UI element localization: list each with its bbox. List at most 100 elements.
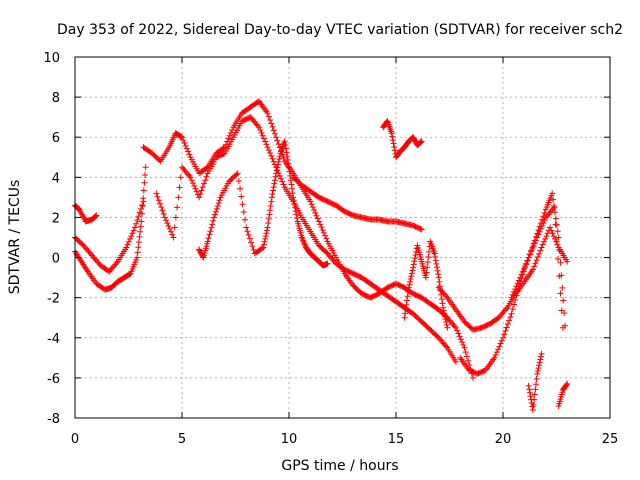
y-tick-label: 4 — [52, 171, 60, 186]
data-point-s12 — [549, 190, 556, 197]
data-point-s6 — [269, 190, 276, 197]
data-point-s6 — [301, 241, 308, 248]
data-point-s6 — [260, 244, 267, 251]
data-point-s6 — [298, 234, 305, 241]
data-point-s12 — [515, 277, 522, 284]
data-point-s9 — [433, 264, 440, 271]
data-point-s2 — [133, 220, 140, 227]
data-point-s12 — [551, 209, 558, 216]
data-point-s9 — [404, 297, 411, 304]
data-point-s9 — [410, 264, 417, 271]
data-point-s11 — [513, 292, 520, 299]
data-point-s11 — [557, 290, 564, 297]
data-point-s10 — [549, 230, 556, 237]
data-point-s1 — [141, 179, 148, 186]
data-point-s5 — [197, 190, 204, 197]
x-tick-label: 0 — [71, 432, 79, 447]
data-point-s6 — [276, 155, 283, 162]
data-point-s4 — [454, 327, 461, 334]
data-point-s6 — [292, 204, 299, 211]
data-point-s10 — [532, 260, 539, 267]
data-point-s12 — [508, 294, 515, 301]
data-point-s5 — [202, 177, 209, 184]
data-point-s6 — [211, 214, 218, 221]
data-point-s1 — [134, 249, 141, 256]
data-point-s12 — [518, 271, 525, 278]
data-point-s4 — [307, 198, 314, 205]
data-point-s11 — [507, 314, 514, 321]
data-point-s10 — [547, 224, 554, 231]
data-point-s9 — [401, 314, 408, 321]
data-point-s6 — [248, 239, 255, 246]
data-point-s11 — [492, 351, 499, 358]
data-point-s6 — [238, 193, 245, 200]
data-point-s6 — [288, 181, 295, 188]
data-point-s12 — [533, 233, 540, 240]
data-point-s12 — [562, 322, 569, 329]
data-point-s11 — [511, 301, 518, 308]
data-point-s4 — [271, 130, 278, 137]
data-point-s13 — [537, 356, 544, 363]
data-point-s13 — [533, 376, 540, 383]
data-point-s4 — [319, 227, 326, 234]
data-point-s12 — [551, 202, 558, 209]
data-point-s8 — [390, 140, 397, 147]
data-point-s5 — [201, 180, 208, 187]
data-point-s4 — [451, 323, 458, 330]
data-point-s6 — [287, 172, 294, 179]
data-point-s6 — [267, 207, 274, 214]
data-point-s5 — [160, 211, 167, 218]
data-point-s6 — [273, 170, 280, 177]
data-point-s6 — [324, 260, 331, 267]
data-point-s3 — [93, 212, 100, 219]
data-point-s13 — [536, 359, 543, 366]
data-point-s9 — [405, 284, 412, 291]
data-point-s4 — [180, 137, 187, 144]
data-point-s13 — [537, 353, 544, 360]
data-point-s2 — [128, 233, 135, 240]
data-point-s4 — [315, 218, 322, 225]
data-point-s11 — [491, 354, 498, 361]
data-point-s9 — [443, 319, 450, 326]
data-point-s5 — [192, 185, 199, 192]
data-point-s12 — [560, 297, 567, 304]
data-point-s4 — [314, 215, 321, 222]
data-point-s9 — [411, 255, 418, 262]
data-point-s11 — [509, 306, 516, 313]
data-point-s6 — [267, 202, 274, 209]
data-point-s12 — [520, 266, 527, 273]
data-point-s6 — [293, 215, 300, 222]
grid-lines — [75, 57, 610, 418]
data-point-s10 — [543, 233, 550, 240]
data-point-s10 — [550, 233, 557, 240]
data-point-s10 — [542, 235, 549, 242]
data-point-s11 — [504, 321, 511, 328]
data-point-s4 — [308, 201, 315, 208]
data-point-s4 — [179, 134, 185, 141]
data-point-s4 — [264, 110, 271, 117]
data-point-s10 — [443, 293, 450, 300]
data-point-s4 — [463, 353, 470, 360]
data-point-s4 — [181, 139, 188, 146]
data-point-s6 — [262, 233, 269, 240]
y-tick-label: -2 — [47, 292, 60, 307]
data-point-s2 — [127, 235, 134, 242]
y-tick-label: 10 — [43, 51, 60, 66]
data-point-s12 — [550, 196, 557, 203]
data-point-s2 — [138, 205, 145, 212]
data-point-s6 — [270, 187, 277, 194]
data-point-s12 — [526, 251, 533, 258]
data-point-s14 — [564, 380, 571, 387]
data-point-s6 — [270, 184, 277, 191]
data-point-s5 — [256, 124, 263, 131]
data-point-s5 — [278, 175, 285, 182]
x-tick-label: 20 — [495, 432, 512, 447]
data-point-s12 — [524, 257, 531, 264]
data-point-s5 — [158, 204, 165, 211]
data-point-s10 — [564, 258, 571, 265]
data-point-s11 — [493, 349, 500, 356]
data-point-s1 — [136, 233, 143, 240]
data-point-s12 — [552, 215, 559, 222]
data-point-s12 — [534, 230, 541, 237]
data-point-s4 — [225, 135, 232, 142]
